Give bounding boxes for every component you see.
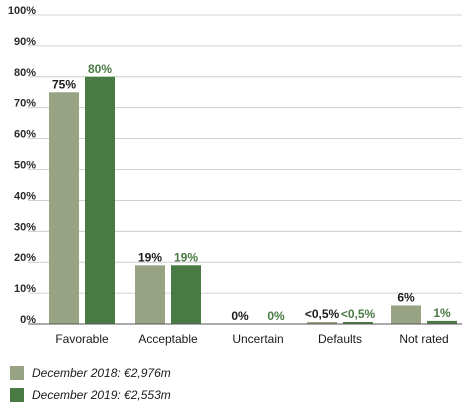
bars [49,76,457,324]
x-tick-label: Uncertain [232,332,283,346]
bar [49,92,79,324]
legend-item-series-2: December 2019: €2,553m [10,386,171,404]
y-tick-label: 70% [14,98,36,110]
data-label: 0% [231,309,249,323]
y-tick-label: 50% [14,160,36,172]
y-tick-label: 90% [14,36,36,48]
x-tick-label: Acceptable [138,332,198,346]
bar [85,76,115,324]
legend: December 2018: €2,976m December 2019: €2… [10,364,171,408]
y-tick-label: 40% [14,190,36,202]
x-tick-label: Favorable [55,332,109,346]
data-label: 19% [174,250,198,264]
data-label: 6% [397,290,415,304]
data-label: 80% [88,62,112,76]
y-tick-label: 20% [14,252,36,264]
x-axis: Favorable Acceptable Uncertain Defaults Not … [28,323,462,346]
y-tick-label: 0% [20,314,36,326]
data-label: <0,5% [341,307,376,321]
bar [391,305,421,324]
data-label: 19% [138,250,162,264]
bar [171,265,201,324]
legend-label-series-2: December 2019: €2,553m [32,388,171,402]
data-label: 1% [433,306,451,320]
y-tick-label: 60% [14,129,36,141]
y-tick-label: 30% [14,221,36,233]
y-axis: 0% 10% 20% 30% 40% 50% 60% 70% 80% 90% 100% [8,5,36,326]
y-tick-label: 80% [14,67,36,79]
legend-label-series-1: December 2018: €2,976m [32,366,171,380]
legend-swatch-series-2 [10,388,24,402]
x-tick-label: Defaults [318,332,362,346]
bar [307,322,337,324]
legend-item-series-1: December 2018: €2,976m [10,364,171,382]
y-tick-label: 10% [14,283,36,295]
bar [343,322,373,324]
bar [427,320,457,324]
data-label: <0,5% [305,307,340,321]
y-tick-label: 100% [8,5,36,17]
x-tick-label: Not rated [399,332,448,346]
bar [135,265,165,324]
data-labels: 75% 80% 19% 19% 0% 0% <0,5% <0,5% 6% 1% [52,62,451,323]
legend-swatch-series-1 [10,366,24,380]
data-label: 0% [267,309,285,323]
bar-chart: 0% 10% 20% 30% 40% 50% 60% 70% 80% 90% 100% 75% 80%… [8,5,462,346]
data-label: 75% [52,77,76,91]
